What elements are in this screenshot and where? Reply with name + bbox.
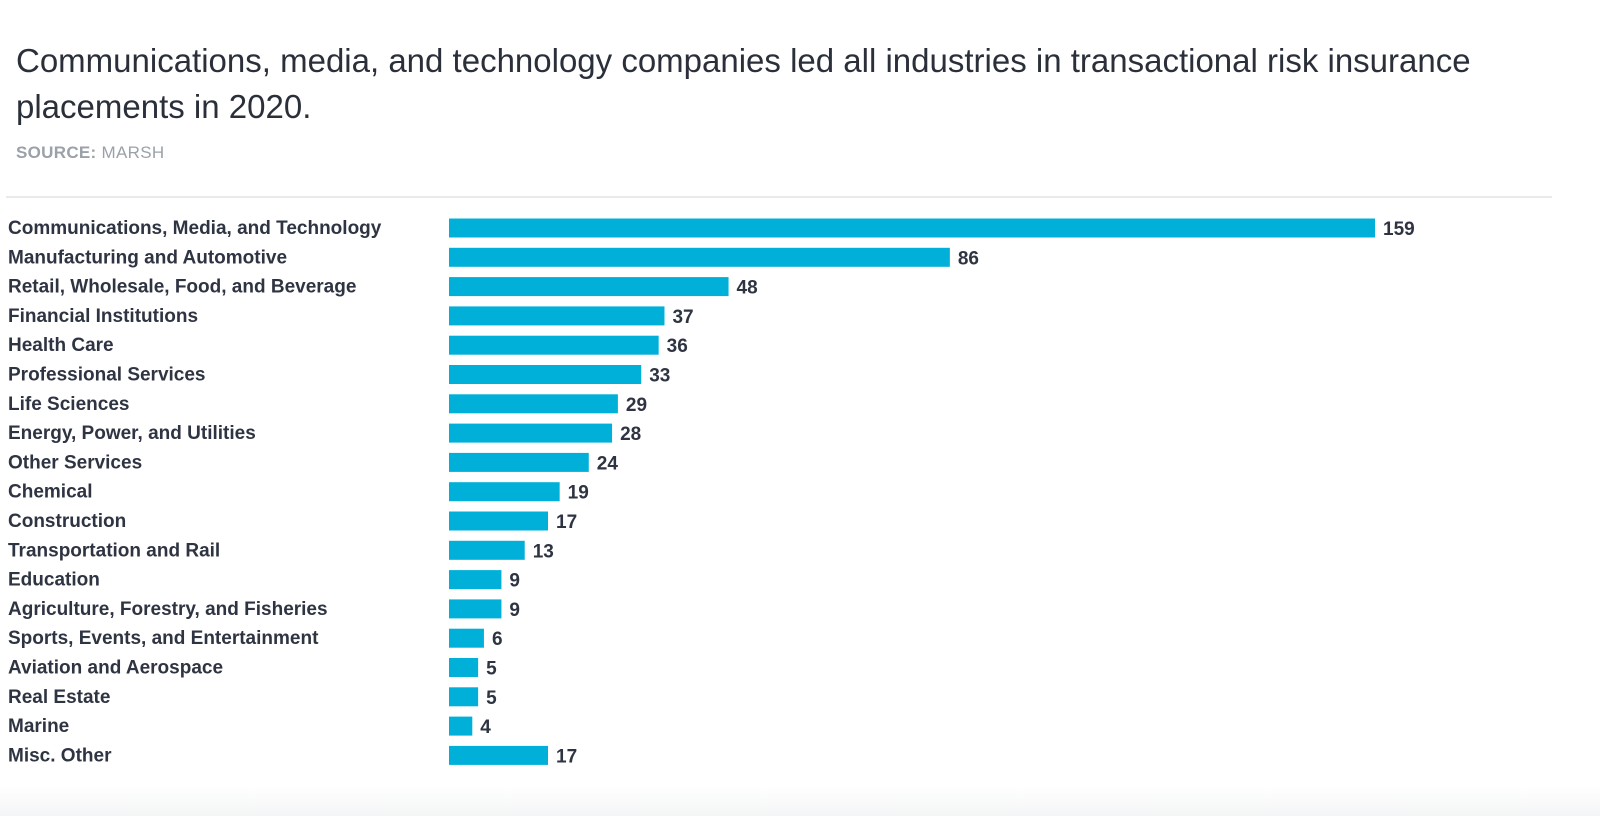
value-label: 17 [556, 512, 577, 533]
value-label: 5 [486, 659, 497, 680]
value-label: 19 [568, 483, 589, 504]
category-label: Health Care [8, 335, 114, 356]
category-label: Professional Services [8, 365, 206, 386]
bar [449, 628, 484, 648]
category-label: Other Services [8, 452, 142, 473]
value-label: 9 [509, 571, 520, 592]
category-label: Marine [8, 716, 69, 737]
bar [449, 570, 502, 590]
bar [449, 658, 479, 677]
category-label: Life Sciences [8, 394, 129, 415]
value-label: 13 [533, 541, 554, 562]
category-label: Energy, Power, and Utilities [8, 423, 256, 444]
value-label: 36 [667, 336, 688, 357]
category-label: Real Estate [8, 687, 110, 708]
category-label: Aviation and Aerospace [8, 658, 223, 679]
category-label: Sports, Events, and Entertainment [8, 628, 319, 649]
value-label: 24 [597, 453, 619, 474]
bar [449, 247, 950, 267]
bar [449, 365, 642, 384]
bar [449, 452, 589, 472]
value-label: 86 [958, 248, 979, 269]
bar [449, 335, 659, 355]
category-label: Education [8, 570, 100, 591]
category-label: Agriculture, Forestry, and Fisheries [8, 599, 328, 620]
value-label: 5 [486, 688, 497, 709]
category-label: Transportation and Rail [8, 540, 220, 561]
value-label: 4 [480, 717, 491, 738]
value-label: 29 [626, 395, 647, 416]
bar-chart: Communications, Media, and Technology 159… [8, 218, 1415, 767]
category-label: Construction [8, 511, 126, 532]
bar [449, 218, 1375, 238]
category-label: Manufacturing and Automotive [8, 247, 287, 268]
bar [449, 687, 479, 707]
bar [449, 394, 618, 414]
category-label: Retail, Wholesale, Food, and Beverage [8, 277, 356, 298]
category-label: Communications, Media, and Technology [8, 218, 382, 239]
chart-title: Communications, media, and technology co… [16, 42, 1471, 125]
value-label: 48 [737, 278, 758, 299]
bar [449, 745, 549, 765]
bar [449, 716, 473, 736]
source-value: MARSH [101, 143, 165, 162]
bar [449, 423, 613, 443]
value-label: 9 [509, 600, 520, 621]
bottom-fade [0, 786, 1600, 816]
category-label: Chemical [8, 482, 92, 503]
chart-source: SOURCE: MARSH [16, 143, 164, 163]
value-label: 28 [620, 424, 641, 445]
bar [449, 540, 525, 560]
value-label: 159 [1383, 219, 1415, 240]
value-label: 33 [649, 366, 670, 387]
category-label: Misc. Other [8, 745, 112, 766]
source-label: SOURCE: [16, 143, 97, 162]
value-label: 6 [492, 629, 503, 650]
bar [449, 599, 502, 619]
bar [449, 306, 665, 326]
value-label: 17 [556, 746, 577, 767]
category-label: Financial Institutions [8, 306, 198, 327]
value-label: 37 [672, 307, 693, 328]
bar [449, 482, 560, 502]
bar [449, 511, 549, 531]
header-divider [6, 196, 1552, 198]
bar [449, 277, 729, 297]
